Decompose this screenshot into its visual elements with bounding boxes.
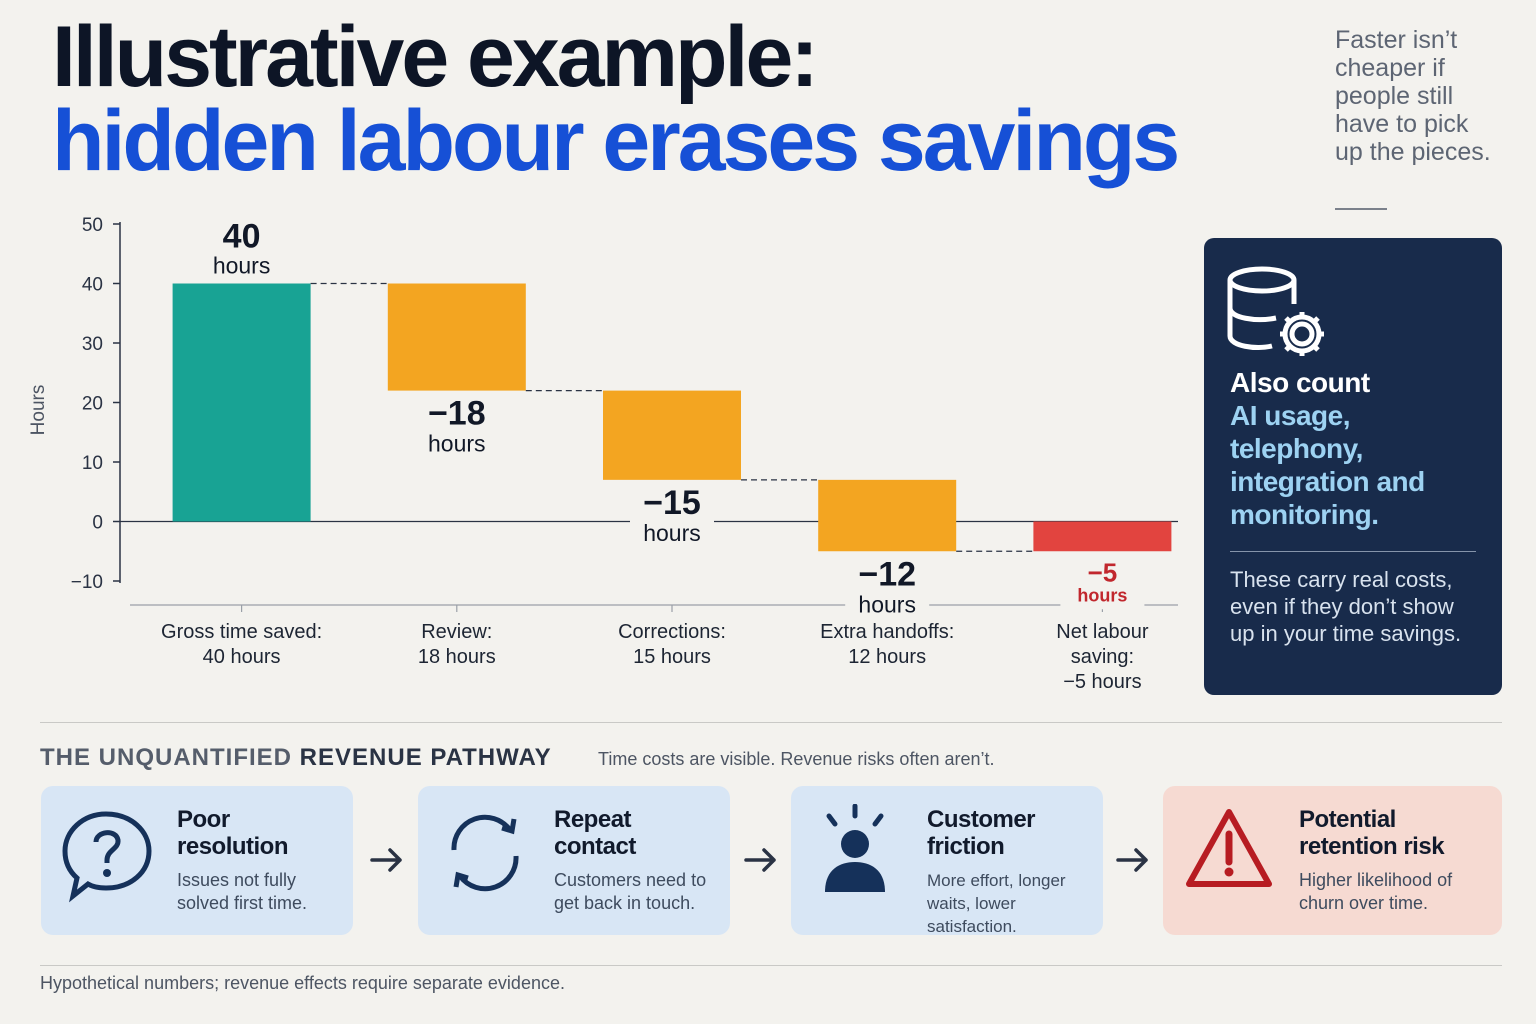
value-label: −12 [858,555,916,593]
value-label: −5 [1088,557,1118,587]
value-label: −15 [643,484,701,522]
step-card: Customer friction More effort, longer wa… [791,786,1103,936]
x-tick-label: Review: 18 hours [417,621,496,668]
question-icon [62,811,152,903]
bar [172,283,311,522]
bar [603,390,741,480]
panel-highlight: AI usage, telephony, integration and mon… [1230,400,1425,530]
step-card: Repeat contact Customers need to get bac… [418,786,730,935]
value-unit: hours [213,253,271,279]
y-tick-label: −10 [71,572,103,593]
title-line: hidden labour erases savings [52,93,1180,189]
aside-rule [1335,208,1387,210]
bar [387,283,526,391]
heading-part: THE UNQUANTIFIED [40,744,292,771]
divider [40,965,1502,966]
warning-icon [1186,809,1272,887]
value-unit: hours [1077,585,1127,605]
panel-rule [1230,551,1476,552]
y-tick-label: 20 [82,394,103,415]
value-unit: hours [643,520,701,546]
step-text: Higher likelihood of churn over time. [1299,870,1453,913]
label-bg [414,398,499,460]
x-tick-label: Extra handoffs: 12 hours [820,621,955,668]
x-tick-label: Net labour saving: −5 hours [1056,621,1149,693]
value-unit: hours [428,431,486,457]
heading-part: REVENUE PATHWAY [299,744,552,771]
title-line: Illustrative example: [52,9,819,105]
y-tick-label: 10 [82,453,103,474]
step-title: Poor resolution [177,806,289,860]
repeat-icon [451,814,519,892]
y-tick-label: 0 [92,513,103,534]
step-text: Issues not fully solved first time. [177,870,308,913]
y-tick-label: 50 [82,215,103,236]
label-bg [630,487,714,549]
arrows [370,848,1148,872]
step-text: Customers need to get back in touch. [554,870,707,913]
step-title: Customer friction [927,806,1036,860]
y-tick-label: 40 [82,275,103,296]
step-title: Potential retention risk [1299,806,1445,860]
bar [818,479,957,552]
y-tick-label: 30 [82,334,103,355]
x-tick-label: Gross time saved: 40 hours [161,621,323,668]
footnote: Hypothetical numbers; revenue effects re… [40,973,565,993]
y-axis-label: Hours [28,385,49,436]
value-label: −18 [428,395,486,433]
step-card: Poor resolution Issues not fully solved … [41,786,353,935]
divider [40,722,1502,723]
step-text: More effort, longer waits, lower satisfa… [927,871,1066,936]
value-label: 40 [223,218,261,256]
panel-note: These carry real costs, even if they don… [1230,567,1462,646]
bar [1033,521,1172,552]
friction-icon [825,804,885,892]
label-bg [845,559,930,621]
aside-note: Faster isn’t cheaper if people still hav… [1335,26,1491,166]
panel-heading-text: Also count [1230,367,1370,398]
pathway-subtitle: Time costs are visible. Revenue risks of… [598,749,995,769]
step-card: Potential retention risk Higher likeliho… [1163,786,1502,935]
pathway-heading: THE UNQUANTIFIED REVENUE PATHWAY [40,744,552,772]
label-bg [1060,559,1145,610]
step-title: Repeat contact [554,806,636,860]
database-icon [1227,266,1324,356]
x-tick-label: Corrections: 15 hours [618,621,726,668]
panel-heading: Also count AI usage, telephony, integrati… [1230,366,1490,531]
value-unit: hours [858,591,916,617]
cost-panel: Also count AI usage, telephony, integrati… [1204,238,1502,695]
